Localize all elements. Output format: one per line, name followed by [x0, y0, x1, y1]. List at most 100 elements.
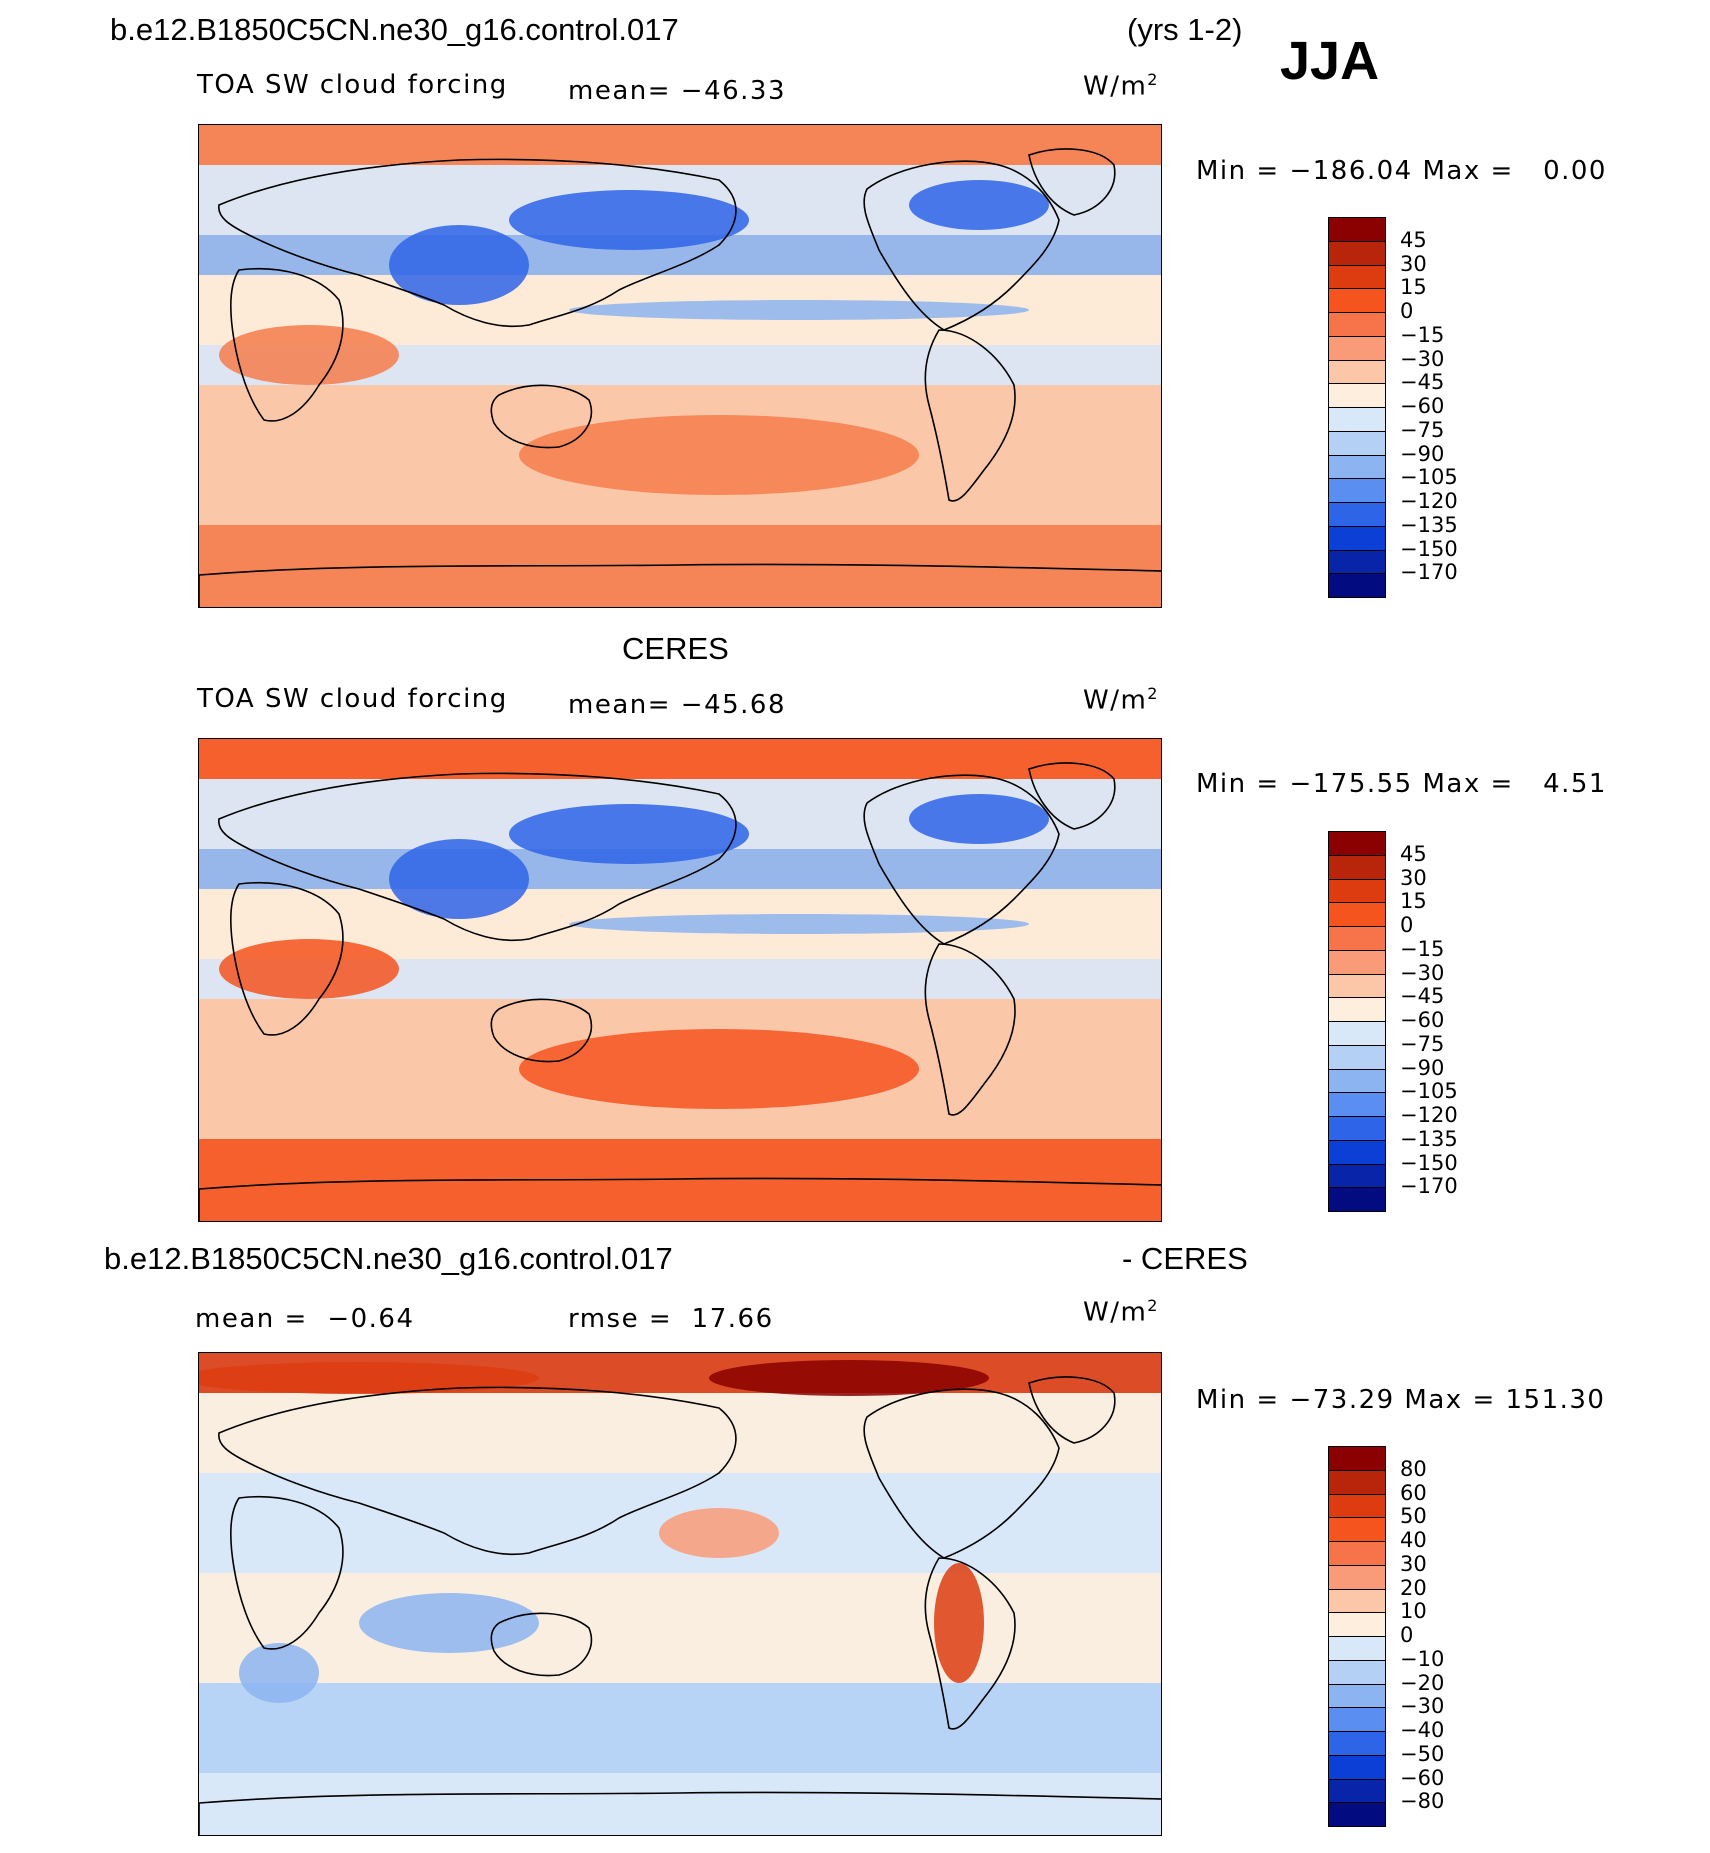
colorbar-tick-label: 50	[1400, 1504, 1427, 1529]
map-field-blob	[909, 180, 1049, 230]
map-field-blob	[934, 1563, 984, 1683]
map-field-blob	[519, 415, 919, 495]
colorbar-tick-label: −45	[1400, 984, 1445, 1009]
panel2-map	[198, 738, 1162, 1222]
map-field-blob	[659, 1508, 779, 1558]
colorbar-tick-label: −30	[1400, 960, 1445, 985]
coastline	[490, 1612, 593, 1677]
colorbar-tick-label: −90	[1400, 1055, 1445, 1080]
coastline	[490, 384, 593, 449]
panel3-title-left: b.e12.B1850C5CN.ne30_g16.control.017	[104, 1241, 673, 1276]
colorbar-tick-label: −80	[1400, 1789, 1445, 1814]
colorbar-tick-label: −15	[1400, 322, 1445, 347]
colorbar-swatch	[1328, 926, 1386, 951]
colorbar-swatch	[1328, 1541, 1386, 1566]
colorbar-swatch	[1328, 312, 1386, 337]
colorbar-tick-label: −45	[1400, 370, 1445, 395]
colorbar-tick-label: 45	[1400, 227, 1427, 252]
colorbar-tick-label: −60	[1400, 1765, 1445, 1790]
colorbar-swatch	[1328, 1612, 1386, 1637]
map-band	[199, 1393, 1161, 1473]
panel2-map-field	[199, 739, 1161, 1221]
colorbar-swatch	[1328, 1163, 1386, 1188]
coastline	[199, 563, 1161, 607]
coastline	[199, 1177, 1161, 1221]
colorbar-swatch	[1328, 549, 1386, 574]
colorbar-swatch	[1328, 454, 1386, 479]
colorbar-swatch	[1328, 1092, 1386, 1117]
colorbar-swatch	[1328, 1778, 1386, 1803]
panel1-variable: TOA SW cloud forcing	[197, 70, 508, 100]
colorbar-swatch	[1328, 217, 1386, 242]
colorbar-swatch	[1328, 1068, 1386, 1093]
colorbar-swatch	[1328, 1469, 1386, 1494]
colorbar-tick-label: −60	[1400, 394, 1445, 418]
panel2-mean: mean= −45.68	[568, 690, 787, 720]
colorbar-tick-label: 30	[1400, 1551, 1427, 1576]
colorbar-tick-label: 30	[1400, 865, 1427, 890]
panel1-minmax: Min = −186.04 Max = 0.00	[1196, 156, 1607, 186]
panel1-mean: mean= −46.33	[568, 76, 787, 106]
coastline	[199, 1791, 1161, 1835]
colorbar-tick-label: −40	[1400, 1718, 1445, 1742]
case-title: b.e12.B1850C5CN.ne30_g16.control.017	[110, 12, 679, 47]
colorbar-tick-label: 60	[1400, 1480, 1427, 1505]
colorbar-tick-label: 0	[1400, 1623, 1414, 1647]
coastline	[1028, 148, 1116, 216]
colorbar-tick-label: −60	[1400, 1008, 1445, 1032]
panel1-map-field	[199, 125, 1161, 607]
colorbar-tick-label: 30	[1400, 251, 1427, 276]
panel3-units: W/m2	[1083, 1296, 1159, 1328]
map-field-blob	[909, 794, 1049, 844]
colorbar-swatch	[1328, 1044, 1386, 1069]
panel2-variable: TOA SW cloud forcing	[197, 684, 508, 714]
map-field-blob	[219, 325, 399, 385]
colorbar-swatch	[1328, 878, 1386, 903]
colorbar-swatch	[1328, 1731, 1386, 1756]
map-band	[199, 1773, 1161, 1835]
colorbar-swatch	[1328, 430, 1386, 455]
colorbar-swatch	[1328, 1116, 1386, 1141]
colorbar-tick-label: −10	[1400, 1646, 1445, 1671]
colorbar-swatch	[1328, 573, 1386, 598]
map-field-blob	[389, 839, 529, 919]
colorbar-swatch	[1328, 973, 1386, 998]
colorbar-tick-label: −50	[1400, 1741, 1445, 1766]
colorbar-swatch	[1328, 1517, 1386, 1542]
colorbar-swatch	[1328, 902, 1386, 927]
map-field-blob	[389, 225, 529, 305]
colorbar-swatch	[1328, 854, 1386, 879]
coastline	[490, 998, 593, 1063]
map-band	[199, 125, 1161, 165]
map-field-blob	[509, 804, 749, 864]
map-field-blob	[509, 190, 749, 250]
panel3-title-right: - CERES	[1122, 1241, 1248, 1276]
coastline	[863, 774, 1060, 945]
coastline	[218, 1386, 737, 1556]
colorbar-tick-label: −90	[1400, 441, 1445, 466]
colorbar-tick-label: −170	[1400, 1174, 1458, 1199]
colorbar-swatch	[1328, 288, 1386, 313]
coastline	[218, 772, 737, 942]
panel2-title: CERES	[622, 631, 729, 666]
coastline	[229, 1495, 344, 1650]
map-field-blob	[239, 1643, 319, 1703]
map-field-blob	[199, 1362, 539, 1394]
colorbar-tick-label: −30	[1400, 346, 1445, 371]
colorbar-swatch	[1328, 478, 1386, 503]
colorbar-tick-label: 20	[1400, 1575, 1427, 1600]
colorbar-swatch	[1328, 1636, 1386, 1661]
season-label: JJA	[1280, 31, 1380, 91]
map-band	[199, 525, 1161, 607]
panel3-mean: mean = −0.64	[195, 1304, 415, 1334]
map-field-blob	[569, 300, 1029, 320]
colorbar-tick-label: −20	[1400, 1670, 1445, 1695]
colorbar-swatch	[1328, 1564, 1386, 1589]
colorbar-tick-label: 45	[1400, 841, 1427, 866]
colorbar-tick-label: −75	[1400, 417, 1445, 442]
map-field-blob	[569, 914, 1029, 934]
colorbar-tick-label: 15	[1400, 275, 1427, 300]
colorbar-swatch	[1328, 1754, 1386, 1779]
map-band	[199, 739, 1161, 779]
coastline	[1028, 1376, 1116, 1444]
